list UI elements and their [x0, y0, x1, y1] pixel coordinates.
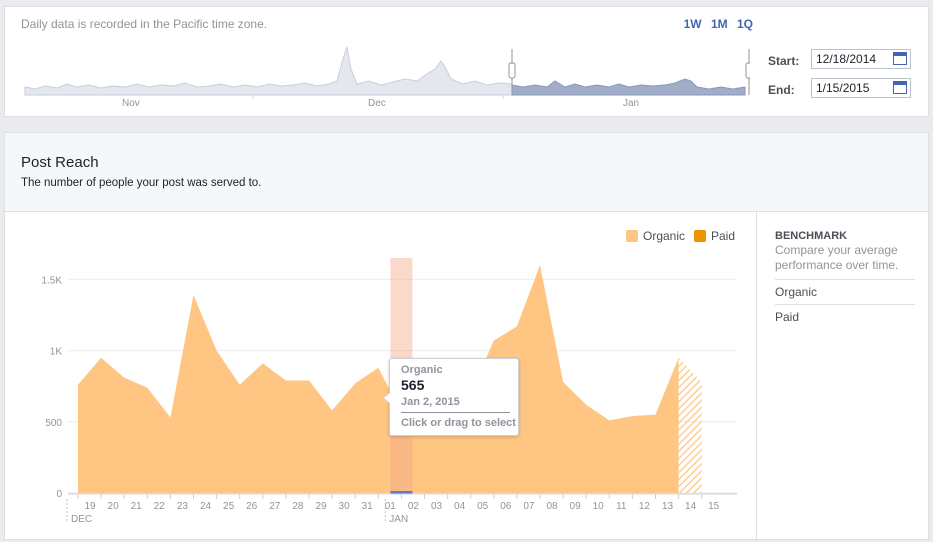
x-tick-label: 04 [454, 501, 466, 512]
x-tick-label: 07 [523, 501, 535, 512]
start-label: Start: [768, 54, 800, 68]
legend-paid[interactable]: Paid [694, 229, 735, 243]
month-label: DEC [71, 514, 92, 525]
y-tick-label: 0 [56, 489, 62, 500]
start-date-field[interactable]: 12/18/2014 [811, 49, 911, 69]
x-tick-label: 13 [662, 501, 674, 512]
x-tick-label: 29 [315, 501, 327, 512]
organic-series-partial-area [678, 357, 702, 493]
x-tick-label: 03 [431, 501, 443, 512]
end-date-field[interactable]: 1/15/2015 [811, 78, 911, 98]
tooltip-date: Jan 2, 2015 [401, 396, 460, 408]
benchmark-option-paid[interactable]: Paid [775, 304, 915, 324]
legend-label: Organic [643, 229, 686, 243]
page-subtitle: The number of people your post was serve… [21, 177, 262, 189]
range-1q-button[interactable]: 1Q [736, 17, 753, 31]
x-tick-label: 05 [477, 501, 489, 512]
legend-swatch [694, 230, 706, 242]
x-tick-label: 12 [639, 501, 651, 512]
range-1w-button[interactable]: 1W [683, 17, 702, 31]
overview-area-selected [511, 78, 746, 96]
overview-timeline[interactable] [5, 29, 750, 111]
post-reach-chart[interactable]: 0 500 1K 1.5K 19 20 21 22 23 24 25 26 27 28 29 30 31 01 02… [5, 212, 756, 539]
overview-month-jan: Jan [623, 98, 640, 109]
range-1m-button[interactable]: 1M [710, 17, 728, 31]
x-tick-label: 26 [246, 501, 258, 512]
chart-tooltip: Organic 565 Jan 2, 2015 Click or drag to… [383, 358, 519, 436]
x-tick-label: 20 [108, 501, 120, 512]
tooltip-value: 565 [401, 377, 425, 393]
y-tick-label: 1K [50, 347, 63, 358]
post-reach-panel: Post Reach The number of people your pos… [4, 132, 929, 540]
x-tick-label: 31 [362, 501, 374, 512]
x-tick-label: 08 [546, 501, 558, 512]
calendar-icon[interactable] [893, 52, 907, 65]
x-tick-label: 23 [177, 501, 189, 512]
tooltip-series: Organic [401, 364, 443, 376]
end-label: End: [768, 83, 795, 97]
tooltip-divider [401, 412, 510, 413]
benchmark-title: BENCHMARK [775, 230, 848, 242]
x-tick-label: 10 [593, 501, 605, 512]
y-tick-label: 500 [45, 418, 62, 429]
benchmark-sidebar: BENCHMARK Compare your average performan… [756, 212, 929, 539]
x-tick-label: 28 [292, 501, 304, 512]
x-tick-label: 19 [84, 501, 96, 512]
range-handle-right [745, 62, 750, 79]
x-tick-label: 30 [339, 501, 351, 512]
x-tick-label: 02 [408, 501, 420, 512]
legend-swatch [626, 230, 638, 242]
page-title: Post Reach [21, 154, 99, 171]
range-handle-left [508, 62, 516, 79]
y-tick-label: 1.5K [41, 275, 62, 286]
timezone-note: Daily data is recorded in the Pacific ti… [21, 17, 268, 31]
x-tick-label: 11 [616, 501, 627, 512]
legend-organic[interactable]: Organic [626, 229, 685, 243]
legend-label: Paid [711, 229, 736, 243]
x-tick-label: 14 [685, 501, 697, 512]
range-buttons: 1W 1M 1Q [678, 17, 753, 31]
tooltip-hint: Click or drag to select [401, 417, 516, 429]
x-tick-label: 24 [200, 501, 212, 512]
x-tick-label: 25 [223, 501, 235, 512]
x-tick-label: 09 [570, 501, 582, 512]
x-tick-label: 27 [269, 501, 281, 512]
overview-month-nov: Nov [122, 98, 140, 109]
post-reach-header: Post Reach The number of people your pos… [5, 133, 928, 212]
x-tick-label: 06 [500, 501, 512, 512]
x-tick-label: 22 [154, 501, 166, 512]
date-range-panel: Daily data is recorded in the Pacific ti… [4, 6, 929, 117]
month-label: JAN [389, 514, 408, 525]
benchmark-description: Compare your average performance over ti… [775, 243, 899, 272]
overview-month-dec: Dec [368, 98, 386, 109]
x-tick-label: 15 [708, 501, 720, 512]
x-tick-label: 21 [131, 501, 143, 512]
start-date-value: 12/18/2014 [816, 52, 877, 66]
x-tick-label: 01 [385, 501, 397, 512]
highlight-marker [390, 491, 413, 494]
overview-area-before [24, 46, 513, 96]
calendar-icon[interactable] [893, 81, 907, 94]
end-date-value: 1/15/2015 [816, 81, 870, 95]
organic-series-area [78, 265, 679, 493]
benchmark-option-organic[interactable]: Organic [775, 279, 915, 299]
